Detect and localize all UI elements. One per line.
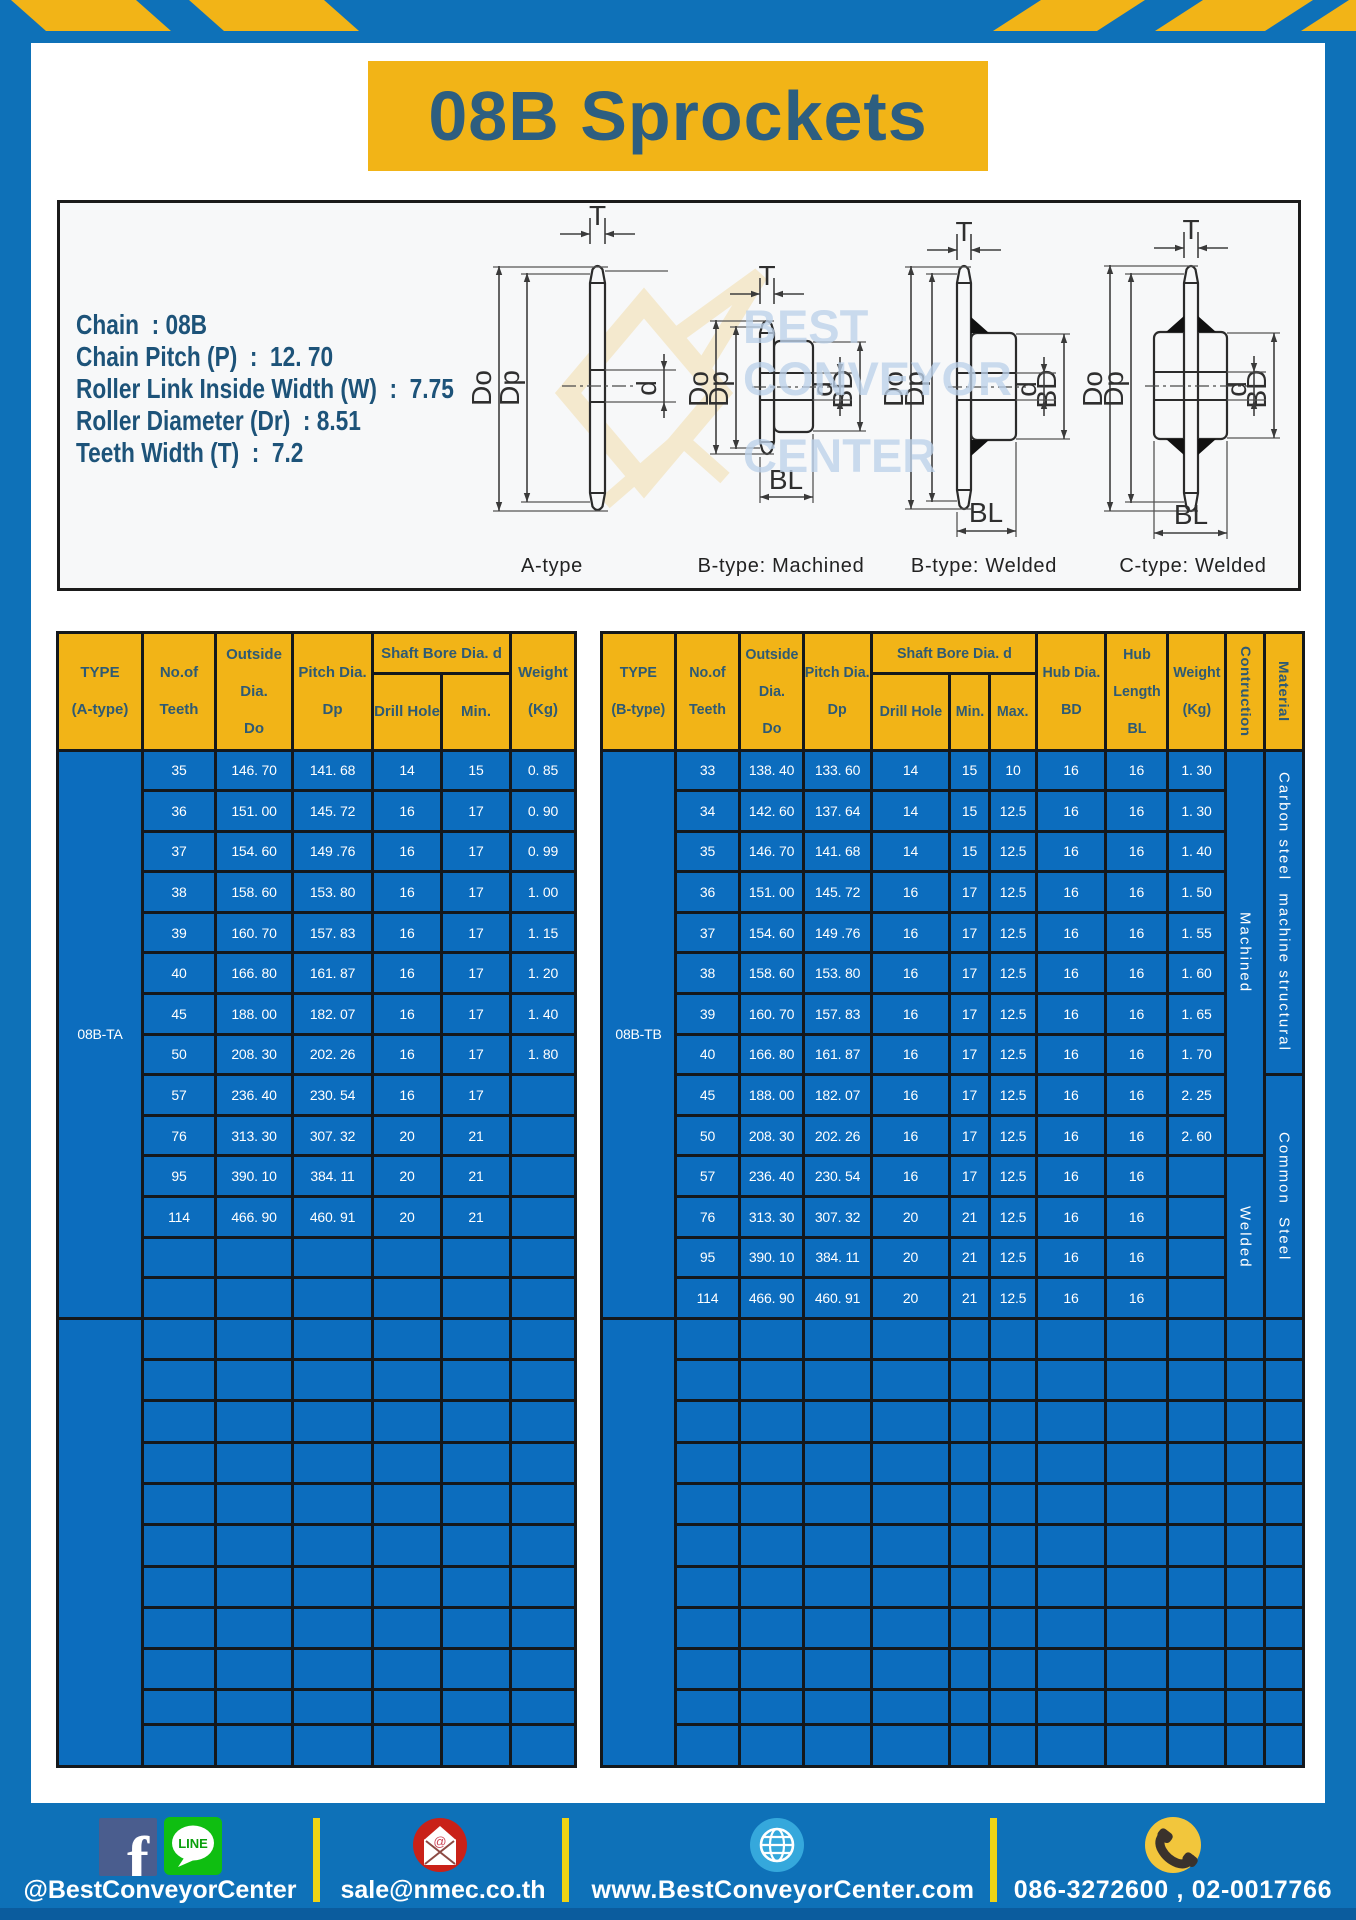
svg-text:Dp: Dp <box>703 371 734 407</box>
svg-text:Dp: Dp <box>1098 371 1129 407</box>
svg-text:B-type: Welded: B-type: Welded <box>911 555 1057 577</box>
svg-text:BD: BD <box>827 370 858 409</box>
svg-text:C-type: Welded: C-type: Welded <box>1119 555 1266 577</box>
svg-text:T: T <box>589 203 606 231</box>
svg-text:d: d <box>1011 381 1042 397</box>
svg-text:d: d <box>631 380 662 396</box>
svg-text:LINE: LINE <box>178 1836 208 1851</box>
svg-text:f: f <box>127 1824 150 1897</box>
svg-text:Do: Do <box>878 371 909 407</box>
svg-text:CENTER: CENTER <box>743 429 936 482</box>
svg-text:BEST: BEST <box>743 300 869 353</box>
svg-text:BD: BD <box>1241 370 1272 409</box>
svg-text:BL: BL <box>1174 499 1208 530</box>
svg-text:T: T <box>1182 214 1199 245</box>
svg-text:Do: Do <box>466 370 497 406</box>
svg-text:A-type: A-type <box>521 555 583 577</box>
svg-text:@: @ <box>433 1834 446 1849</box>
svg-text:d: d <box>1221 381 1252 397</box>
svg-text:BD: BD <box>1031 370 1062 409</box>
svg-text:BL: BL <box>769 464 803 495</box>
svg-text:CONVEYOR: CONVEYOR <box>743 352 1012 405</box>
svg-text:Dp: Dp <box>494 370 525 406</box>
svg-text:Do: Do <box>1077 371 1108 407</box>
svg-text:Do: Do <box>683 371 714 407</box>
svg-text:B-type: Machined: B-type: Machined <box>698 555 865 577</box>
svg-text:BL: BL <box>969 497 1003 528</box>
svg-text:T: T <box>955 216 972 247</box>
svg-text:d: d <box>807 381 838 397</box>
svg-text:T: T <box>758 260 775 291</box>
svg-text:Dp: Dp <box>899 371 930 407</box>
